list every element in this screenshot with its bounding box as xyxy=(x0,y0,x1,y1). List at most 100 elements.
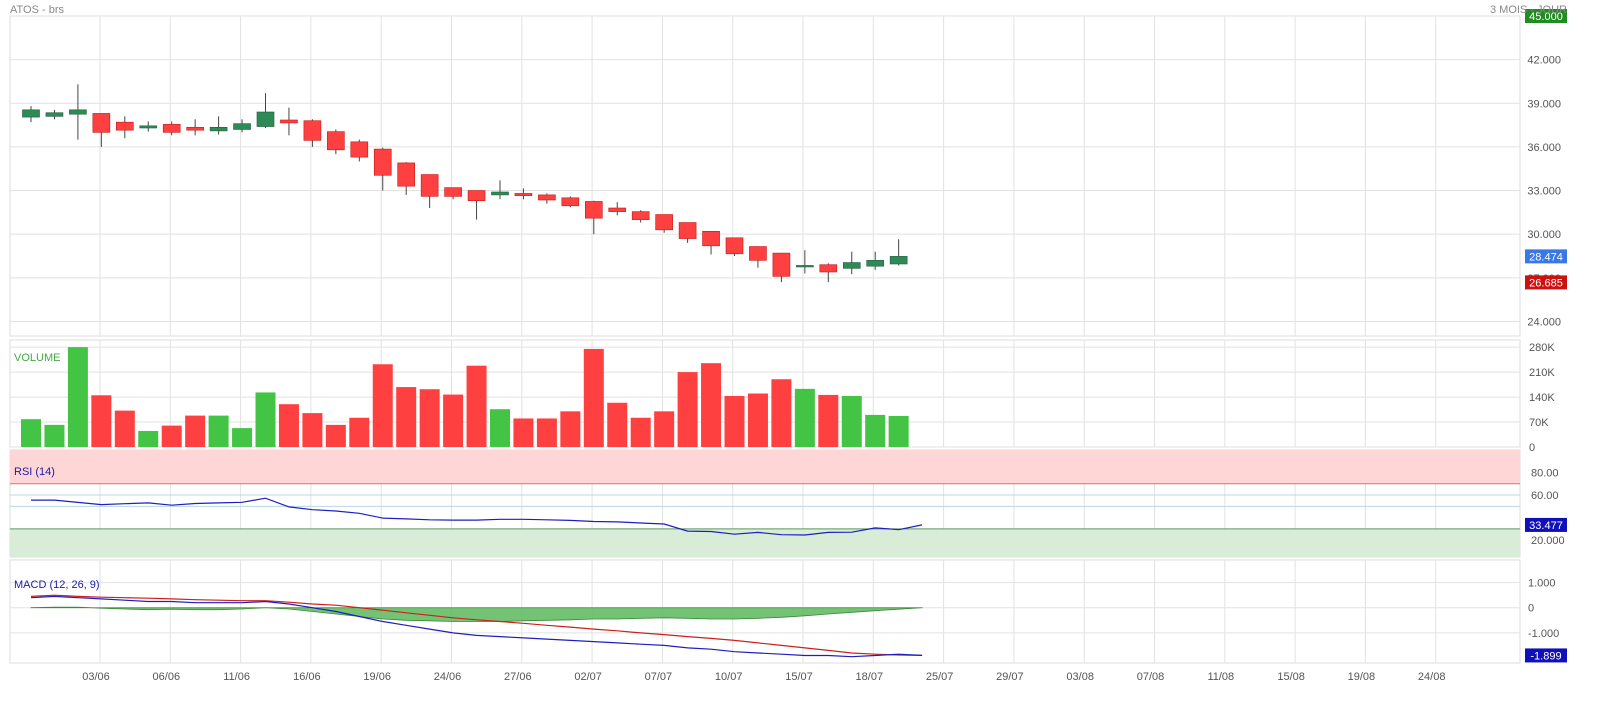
volume-bar xyxy=(513,418,534,447)
volume-bar xyxy=(794,388,815,447)
candle-down xyxy=(303,120,322,141)
x-tick-label: 15/07 xyxy=(785,671,813,683)
candle-up xyxy=(69,109,87,115)
candle-down xyxy=(327,131,345,151)
candle-down xyxy=(538,194,556,201)
volume-tick-label: 280K xyxy=(1529,342,1555,354)
x-tick-label: 16/06 xyxy=(293,671,321,683)
volume-bar xyxy=(677,372,698,447)
rsi-value-tag-bg xyxy=(1525,517,1567,532)
x-tick-label: 19/06 xyxy=(363,671,391,683)
volume-bar xyxy=(443,394,464,447)
candle-up xyxy=(842,262,861,269)
volume-tick-label: 0 xyxy=(1529,442,1535,454)
rsi-title: RSI (14) xyxy=(14,466,55,478)
volume-bar xyxy=(21,419,41,447)
x-tick-label: 07/07 xyxy=(645,671,673,683)
macd-title: MACD (12, 26, 9) xyxy=(14,579,100,591)
volume-bar xyxy=(67,347,88,447)
macd-value-tag-bg xyxy=(1525,648,1567,663)
rsi-tick-label: 60.00 xyxy=(1531,490,1559,502)
volume-bar xyxy=(888,415,909,447)
candle-down xyxy=(397,162,416,187)
x-tick-label: 10/07 xyxy=(715,671,743,683)
volume-bar xyxy=(818,394,839,447)
candle-down xyxy=(584,201,603,219)
volume-bar xyxy=(701,363,722,447)
volume-bar xyxy=(771,379,792,447)
rsi-value-tag: 33.477 xyxy=(1529,520,1563,532)
x-tick-label: 11/08 xyxy=(1207,671,1234,683)
low-price-tag-bg xyxy=(1525,275,1567,290)
price-panel xyxy=(9,15,1521,337)
price-top-tag-bg xyxy=(1525,9,1567,23)
volume-bar xyxy=(865,414,886,447)
candle-down xyxy=(772,252,791,277)
macd-tick-label: 1.000 xyxy=(1528,578,1556,590)
volume-bar xyxy=(419,389,440,447)
last-price-tag: 28.474 xyxy=(1529,251,1563,263)
period-label: 3 MOIS - JOUR xyxy=(1490,4,1567,16)
candle-down xyxy=(420,174,439,197)
x-tick-label: 24/08 xyxy=(1418,671,1446,683)
volume-bar xyxy=(724,395,745,447)
candle-up xyxy=(209,126,228,132)
candle-up xyxy=(796,265,814,268)
candle-down xyxy=(514,193,533,196)
x-tick-label: 18/07 xyxy=(856,671,884,683)
volume-title: VOLUME xyxy=(14,352,60,364)
volume-bar xyxy=(536,418,557,447)
x-tick-label: 03/06 xyxy=(82,671,110,683)
volume-bars xyxy=(21,347,909,447)
volume-tick-label: 210K xyxy=(1529,367,1555,379)
price-tick-label: 24.000 xyxy=(1527,316,1561,328)
candle-down xyxy=(631,211,650,220)
price-tick-label: 33.000 xyxy=(1527,186,1561,198)
volume-tick-label: 140K xyxy=(1529,392,1555,404)
x-tick-label: 24/06 xyxy=(434,671,462,683)
volume-bar xyxy=(91,395,112,447)
candle-down xyxy=(749,246,767,261)
candle-down xyxy=(608,207,627,212)
rsi-tick-label: 80.00 xyxy=(1531,468,1559,480)
x-tick-label: 07/08 xyxy=(1137,671,1165,683)
candle-down xyxy=(819,264,838,273)
volume-bar xyxy=(255,392,276,447)
volume-bar xyxy=(396,387,417,447)
volume-bar xyxy=(466,365,487,447)
candle-up xyxy=(889,256,908,265)
candle-down xyxy=(725,237,744,255)
volume-bar xyxy=(138,430,159,447)
x-tick-label: 15/08 xyxy=(1277,671,1305,683)
volume-bar xyxy=(278,404,299,447)
candle-up xyxy=(233,123,251,130)
symbol-title: ATOS - brs xyxy=(10,4,64,16)
candle-down xyxy=(678,222,697,239)
price-tick-label: 39.000 xyxy=(1527,98,1561,110)
macd-signal-line xyxy=(30,594,923,656)
macd-main-line xyxy=(30,595,923,658)
candle-down xyxy=(116,121,134,131)
price-tick-label: 36.000 xyxy=(1527,142,1561,154)
x-tick-label: 06/06 xyxy=(153,671,181,683)
panel-titles: ATOS - brs 3 MOIS - JOUR VOLUME RSI (14)… xyxy=(10,4,1567,591)
candle-up xyxy=(139,125,158,129)
value-tags: 45.000 28.474 26.685 33.477 -1.899 xyxy=(1525,9,1567,663)
x-tick-label: 27/06 xyxy=(504,671,532,683)
candle-down xyxy=(186,126,204,131)
candle-down xyxy=(702,230,720,247)
candle-down xyxy=(655,214,673,231)
volume-bar xyxy=(630,417,651,447)
volume-bar xyxy=(302,413,323,447)
x-tick-label: 03/08 xyxy=(1066,671,1094,683)
price-tick-label: 42.000 xyxy=(1527,55,1561,67)
rsi-overbought-zone xyxy=(10,450,1520,484)
candle-up xyxy=(22,109,40,118)
price-top-tag: 45.000 xyxy=(1529,11,1563,23)
candle-down xyxy=(444,187,462,197)
axis-labels: 03/06 06/06 11/06 16/06 19/06 24/06 27/06 02/07… xyxy=(82,11,1564,683)
volume-bar xyxy=(654,411,675,447)
volume-bar xyxy=(607,402,628,447)
